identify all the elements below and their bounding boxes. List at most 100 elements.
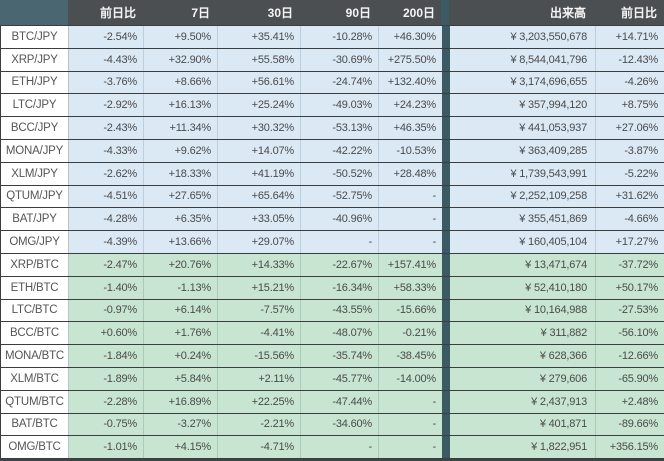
day-change-cell: -4.28%: [69, 208, 143, 231]
change-30d-cell: +56.61%: [217, 71, 300, 94]
change-90d-cell: -34.60%: [300, 413, 378, 436]
change-30d-cell: +2.11%: [217, 367, 300, 390]
pair-name: XRP/BTC: [1, 253, 69, 276]
change-200d-cell: -10.53%: [378, 139, 442, 162]
day-change-cell: -2.28%: [69, 390, 143, 413]
change-7d-cell: +0.24%: [143, 345, 217, 367]
change-200d-cell: +28.48%: [378, 162, 442, 185]
table-row: LTC/BTC -0.97% +6.14% -7.57% -43.55% -15…: [0, 298, 664, 322]
change-90d-cell: -10.28%: [300, 26, 378, 48]
change-7d-cell: +6.14%: [143, 299, 217, 322]
change-90d-cell: -: [300, 231, 378, 253]
table-row: QTUM/BTC -2.28% +16.89% +22.25% -47.44% …: [0, 389, 664, 413]
table-row: QTUM/JPY -4.51% +27.65% +65.64% -52.75% …: [0, 184, 664, 208]
change-30d-cell: -7.57%: [217, 299, 300, 322]
table-row: BCC/JPY -2.43% +11.34% +30.32% -53.13% +…: [0, 116, 664, 139]
volume-day-change-cell: -89.66%: [595, 413, 664, 436]
change-200d-cell: -: [378, 436, 442, 459]
change-90d-cell: -47.44%: [300, 390, 378, 413]
volume-cell: ¥ 160,405,104: [450, 231, 595, 253]
pair-name: XLM/BTC: [1, 367, 69, 390]
change-200d-cell: +275.50%: [378, 48, 442, 71]
column-divider: [442, 299, 450, 322]
change-200d-cell: -: [378, 208, 442, 231]
column-divider: [442, 71, 450, 94]
day-change-cell: -2.47%: [69, 253, 143, 276]
change-7d-cell: +13.66%: [143, 231, 217, 253]
table-row: BAT/BTC -0.75% -3.27% -2.21% -34.60% - ¥…: [0, 412, 664, 436]
day-change-cell: -4.33%: [69, 139, 143, 162]
volume-day-change-cell: -3.87%: [595, 139, 664, 162]
day-change-cell: -1.84%: [69, 345, 143, 367]
header-corner-cell: [0, 0, 68, 25]
volume-cell: ¥ 355,451,869: [450, 208, 595, 231]
volume-cell: ¥ 52,410,180: [450, 276, 595, 299]
change-90d-cell: -43.55%: [300, 299, 378, 322]
change-30d-cell: +41.19%: [217, 162, 300, 185]
pair-name: XLM/JPY: [1, 162, 69, 185]
column-divider: [441, 0, 449, 25]
change-90d-cell: -52.75%: [300, 185, 378, 208]
change-200d-cell: -38.45%: [378, 345, 442, 367]
day-change-cell: -0.75%: [69, 413, 143, 436]
change-90d-cell: -45.77%: [300, 367, 378, 390]
change-200d-cell: -0.21%: [378, 322, 442, 345]
table-row: XRP/JPY -4.43% +32.90% +55.58% -30.69% +…: [0, 47, 664, 71]
table-row: XLM/BTC -1.89% +5.84% +2.11% -45.77% -14…: [0, 366, 664, 390]
change-90d-cell: -22.67%: [300, 253, 378, 276]
pair-name: BAT/JPY: [1, 208, 69, 231]
day-change-cell: -2.92%: [69, 94, 143, 117]
change-7d-cell: -3.27%: [143, 413, 217, 436]
change-7d-cell: +18.33%: [143, 162, 217, 185]
change-90d-cell: -24.74%: [300, 71, 378, 94]
pair-name: XRP/JPY: [1, 48, 69, 71]
change-200d-cell: +157.41%: [378, 253, 442, 276]
table-row: ETH/BTC -1.40% -1.13% +15.21% -16.34% +5…: [0, 275, 664, 299]
volume-cell: ¥ 2,437,913: [450, 390, 595, 413]
table-row: BAT/JPY -4.28% +6.35% +33.05% -40.96% - …: [0, 207, 664, 231]
column-divider: [442, 390, 450, 413]
change-30d-cell: +33.05%: [217, 208, 300, 231]
change-90d-cell: -49.03%: [300, 94, 378, 117]
change-30d-cell: +25.24%: [217, 94, 300, 117]
column-divider: [442, 253, 450, 276]
volume-day-change-cell: +2.48%: [595, 390, 664, 413]
pair-name: BTC/JPY: [1, 26, 69, 48]
change-200d-cell: +24.23%: [378, 94, 442, 117]
change-200d-cell: +46.35%: [378, 117, 442, 139]
column-divider: [442, 48, 450, 71]
volume-cell: ¥ 8,544,041,796: [450, 48, 595, 71]
change-90d-cell: -42.22%: [300, 139, 378, 162]
table-row: OMG/BTC -1.01% +4.15% -4.71% - - ¥ 1,822…: [0, 435, 664, 459]
table-row: MONA/JPY -4.33% +9.62% +14.07% -42.22% -…: [0, 138, 664, 162]
column-divider: [442, 26, 450, 48]
day-change-cell: +0.60%: [69, 322, 143, 345]
volume-cell: ¥ 441,053,937: [450, 117, 595, 139]
day-change-cell: -4.51%: [69, 185, 143, 208]
volume-cell: ¥ 401,871: [450, 413, 595, 436]
table-row: LTC/JPY -2.92% +16.13% +25.24% -49.03% +…: [0, 93, 664, 117]
change-7d-cell: +11.34%: [143, 117, 217, 139]
column-divider: [442, 231, 450, 253]
header-30d: 30日: [216, 0, 299, 25]
volume-cell: ¥ 1,822,951: [450, 436, 595, 459]
header-volume-day-change: 前日比: [594, 0, 664, 25]
pair-name: QTUM/JPY: [1, 185, 69, 208]
change-7d-cell: +1.76%: [143, 322, 217, 345]
volume-cell: ¥ 3,203,550,678: [450, 26, 595, 48]
volume-day-change-cell: +8.75%: [595, 94, 664, 117]
change-30d-cell: +35.41%: [217, 26, 300, 48]
column-divider: [442, 345, 450, 367]
day-change-cell: -2.54%: [69, 26, 143, 48]
pair-name: OMG/BTC: [1, 436, 69, 459]
column-divider: [442, 139, 450, 162]
change-200d-cell: -: [378, 231, 442, 253]
pair-name: LTC/BTC: [1, 299, 69, 322]
change-90d-cell: -35.74%: [300, 345, 378, 367]
column-divider: [442, 185, 450, 208]
volume-day-change-cell: +14.71%: [595, 26, 664, 48]
change-30d-cell: +30.32%: [217, 117, 300, 139]
table-row: ETH/JPY -3.76% +8.66% +56.61% -24.74% +1…: [0, 70, 664, 94]
pair-name: ETH/BTC: [1, 276, 69, 299]
